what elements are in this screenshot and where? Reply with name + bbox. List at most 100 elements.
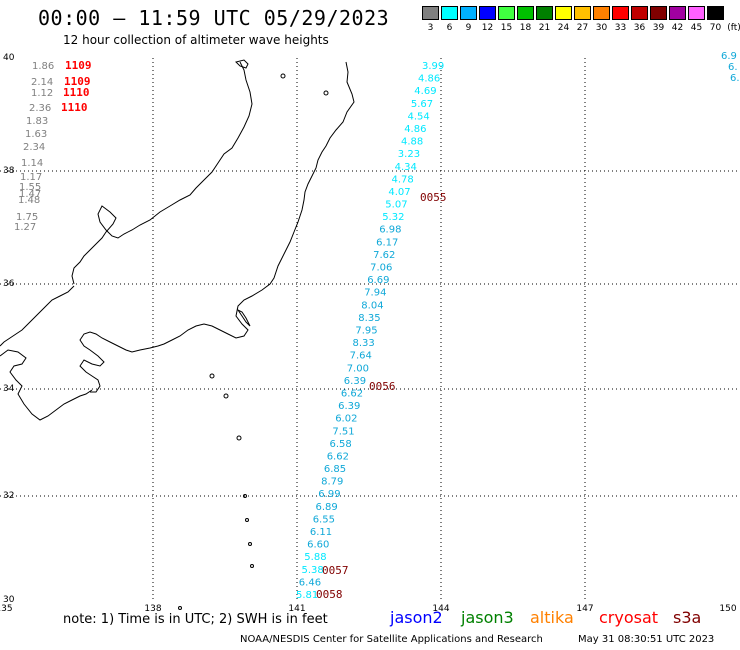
swh-label: 7.00 xyxy=(347,363,369,374)
swh-label: 6.39 xyxy=(338,401,360,412)
legend-swatch xyxy=(479,6,496,20)
swh-label: 8.04 xyxy=(361,300,383,311)
swh-label: 1.14 xyxy=(21,158,43,169)
legend-swatch xyxy=(669,6,686,20)
swh-label: 6. xyxy=(730,73,740,84)
lon-tick-label: 135 xyxy=(0,604,13,614)
legend-label: 12 xyxy=(481,23,494,33)
swh-label: 4.88 xyxy=(401,137,423,148)
time-label: 0056 xyxy=(369,380,396,393)
footer-note: note: 1) Time is in UTC; 2) SWH is in fe… xyxy=(63,612,328,627)
swh-label: 6.39 xyxy=(344,376,366,387)
swh-label: 1.17 xyxy=(20,172,42,183)
swh-label: 6.98 xyxy=(379,225,401,236)
legend-swatch xyxy=(688,6,705,20)
lon-tick-label: 141 xyxy=(288,604,305,614)
legend-swatch xyxy=(574,6,591,20)
coastline-peninsula xyxy=(236,308,251,327)
island-marker xyxy=(323,90,329,96)
swh-label: 1.55 xyxy=(19,182,41,193)
swh-label: 1.47 xyxy=(19,189,41,200)
legend-label: 70 xyxy=(709,23,722,33)
time-label: 0057 xyxy=(322,564,349,577)
swh-label: 4.54 xyxy=(408,111,430,122)
lat-tick-label: 38 xyxy=(3,166,15,176)
swh-label: 2.14 xyxy=(31,77,53,88)
swh-label: 6.58 xyxy=(330,439,352,450)
swh-label: 3.23 xyxy=(398,149,420,160)
swh-label: 8.35 xyxy=(358,313,380,324)
swh-label: 5.32 xyxy=(382,212,404,223)
swh-label: 7.06 xyxy=(370,263,392,274)
coastline-east-honshu xyxy=(79,61,355,393)
swh-label: 1.86 xyxy=(32,61,54,72)
time-label: 1109 xyxy=(64,75,91,88)
swh-label: 6.69 xyxy=(367,275,389,286)
swh-label: 7.95 xyxy=(355,326,377,337)
legend-swatch xyxy=(555,6,572,20)
time-label: 1109 xyxy=(65,59,92,72)
legend-label: 9 xyxy=(465,23,472,33)
lat-lon-grid: 135 138 141 144 147 150 40 38 36 34 32 30 xyxy=(0,53,740,614)
swh-label: 5.07 xyxy=(385,200,407,211)
lat-tick-label: 36 xyxy=(3,279,15,289)
swh-label: 3.99 xyxy=(422,61,444,72)
lat-tick-label: 32 xyxy=(3,491,14,501)
swh-label: 7.94 xyxy=(364,288,386,299)
legend-swatch xyxy=(517,6,534,20)
legend-swatch xyxy=(650,6,667,20)
coastline-kyushu-shikoku xyxy=(0,349,93,421)
swh-label: 5.81 xyxy=(296,590,318,601)
swh-label: 6.11 xyxy=(310,527,332,538)
satellite-name-jason2: jason2 xyxy=(390,608,443,627)
coastline-honshu xyxy=(71,61,253,285)
swh-label: 1.27 xyxy=(14,222,36,233)
island-marker xyxy=(236,435,242,441)
island-marker xyxy=(250,564,254,568)
swh-label: 1.12 xyxy=(31,88,53,99)
legend-label: 6 xyxy=(446,23,453,33)
swh-label: 6.85 xyxy=(324,464,346,475)
lat-tick-label: 40 xyxy=(3,53,15,63)
swh-label: 4.69 xyxy=(414,86,436,97)
legend-label: 39 xyxy=(652,23,665,33)
swh-label: 4.78 xyxy=(392,174,414,185)
swh-label: 1.83 xyxy=(26,116,48,127)
swh-label: 2.34 xyxy=(23,142,45,153)
legend-swatch xyxy=(612,6,629,20)
swh-label: 6.99 xyxy=(318,489,340,500)
legend-label: 33 xyxy=(614,23,627,33)
legend-swatch xyxy=(422,6,439,20)
legend-label: 15 xyxy=(500,23,513,33)
swh-label: 6.89 xyxy=(316,502,338,513)
swh-label: 8.79 xyxy=(321,477,343,488)
legend-swatch xyxy=(593,6,610,20)
swh-label: 6.17 xyxy=(376,237,398,248)
lon-tick-label: 138 xyxy=(144,604,161,614)
legend-unit: (ft) xyxy=(727,23,740,33)
lat-tick-label: 30 xyxy=(3,595,15,605)
legend-swatch xyxy=(536,6,553,20)
swh-label: 4.86 xyxy=(404,124,426,135)
legend-label: 45 xyxy=(690,23,703,33)
swh-label: 1.48 xyxy=(18,195,40,206)
time-label: 1110 xyxy=(61,101,88,114)
legend-label: 42 xyxy=(671,23,684,33)
swh-label: 5.38 xyxy=(302,565,324,576)
swh-label: 5.67 xyxy=(411,99,433,110)
swh-label: 1.75 xyxy=(16,212,38,223)
coastline-hokkaido-tip xyxy=(235,59,249,69)
legend-swatch xyxy=(631,6,648,20)
credit-text: NOAA/NESDIS Center for Satellite Applica… xyxy=(240,634,543,645)
swh-label: 6.55 xyxy=(313,514,335,525)
swh-label: 6.9 xyxy=(721,51,737,62)
lon-tick-label: 150 xyxy=(719,604,736,614)
generation-timestamp: May 31 08:30:51 UTC 2023 xyxy=(578,634,715,645)
swh-label: 6.02 xyxy=(335,414,357,425)
legend-label: 18 xyxy=(519,23,532,33)
coastline xyxy=(0,59,355,610)
island-marker xyxy=(209,373,215,379)
satellite-name-altika: altika xyxy=(530,608,574,627)
